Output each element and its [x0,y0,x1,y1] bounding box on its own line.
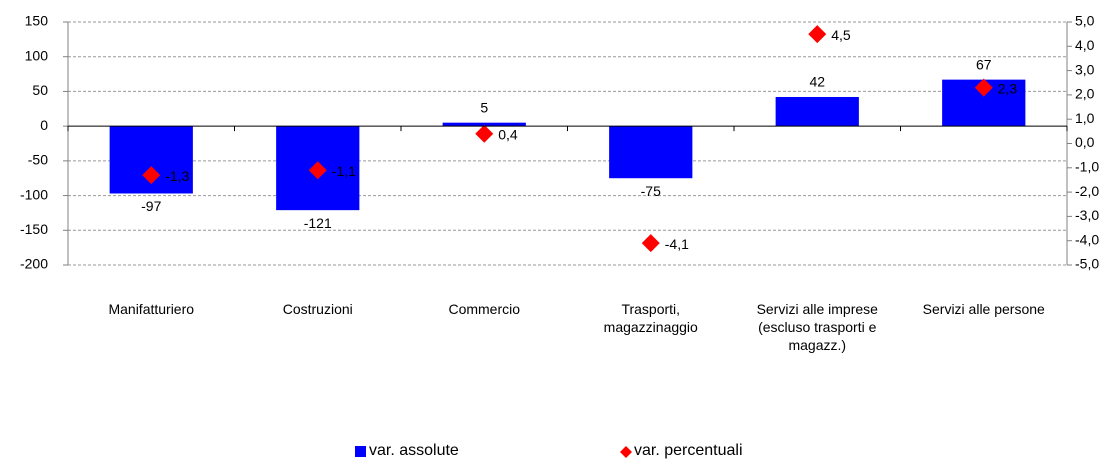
bar [442,122,526,127]
x-tick-label: Servizi alle persone [922,301,1045,317]
y2-tick-label: -4,0 [1075,231,1099,247]
bar-label: 5 [480,99,488,115]
point-label: 2,3 [998,80,1018,96]
bar [775,96,859,127]
y-tick-label: -100 [20,186,48,202]
y-tick-label: 0 [40,117,48,133]
point [308,161,327,180]
bar-label: -97 [141,198,161,214]
legend-swatch [620,446,632,458]
point-label: 4,5 [831,27,851,43]
bar-label: 67 [976,56,992,72]
y2-tick-label: 2,0 [1075,86,1095,102]
y2-tick-label: -2,0 [1075,183,1099,199]
point-label: -1,3 [165,168,189,184]
x-tick-label: Servizi alle imprese (escluso trasporti … [756,301,878,353]
point-label: 0,4 [498,126,518,142]
y2-tick-label: 3,0 [1075,61,1095,77]
y-tick-label: -150 [20,221,48,237]
y2-tick-label: 1,0 [1075,110,1095,126]
y2-tick-label: -1,0 [1075,159,1099,175]
bar-label: -121 [304,215,332,231]
y2-tick-label: 0,0 [1075,134,1095,150]
point [641,234,660,253]
point-label: -1,1 [332,163,356,179]
point [475,124,494,143]
x-tick-label: Costruzioni [282,301,353,317]
y-tick-label: 100 [25,47,49,63]
y2-tick-label: -3,0 [1075,207,1099,223]
bar-label: 42 [809,74,825,90]
x-tick-label: Trasporti, magazzinaggio [603,301,698,335]
y-tick-label: 150 [25,13,49,29]
x-tick-label: Commercio [448,301,521,317]
point [808,25,827,44]
y2-tick-label: 4,0 [1075,37,1095,53]
bar [609,126,693,179]
y-tick-label: 50 [32,82,48,98]
point [974,78,993,97]
x-tick-label: Manifatturiero [108,301,195,317]
y2-tick-label: 5,0 [1075,13,1095,29]
y-tick-label: -200 [20,256,48,272]
legend-label: var. percentuali [634,442,743,459]
y-tick-label: -50 [28,152,48,168]
y2-tick-label: -5,0 [1075,256,1099,272]
point-label: -4,1 [665,236,689,252]
legend-label: var. assolute [369,442,459,459]
legend-swatch [355,446,366,457]
bar-label: -75 [641,183,661,199]
point [142,166,161,185]
